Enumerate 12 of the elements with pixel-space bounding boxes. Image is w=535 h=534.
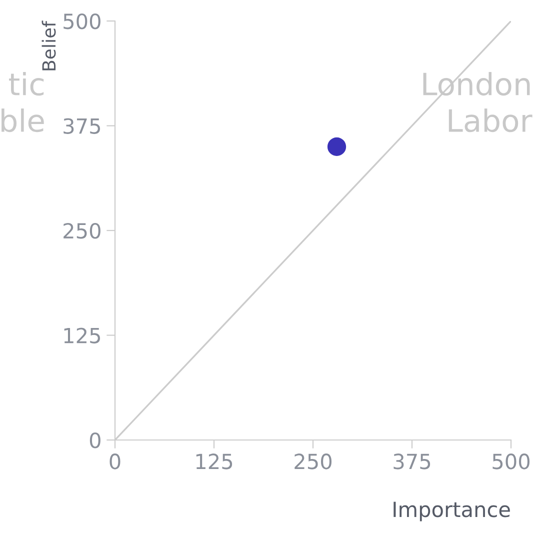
x-tick-label: 0 <box>110 454 120 470</box>
x-axis-title: Importance <box>394 502 510 522</box>
y-tick-label: 125 <box>64 328 100 344</box>
y-tick-label: 500 <box>64 13 100 30</box>
y-tick-label: 375 <box>64 118 100 134</box>
x-tick-label: 250 <box>294 454 332 470</box>
x-tick-label: 375 <box>394 454 430 470</box>
y-tick-label: 0 <box>90 432 100 448</box>
x-tick-label: 125 <box>196 454 232 470</box>
y-tick-label: 250 <box>64 222 100 239</box>
y-axis-title: Belief <box>42 20 56 70</box>
x-tick-label: 500 <box>492 454 530 470</box>
